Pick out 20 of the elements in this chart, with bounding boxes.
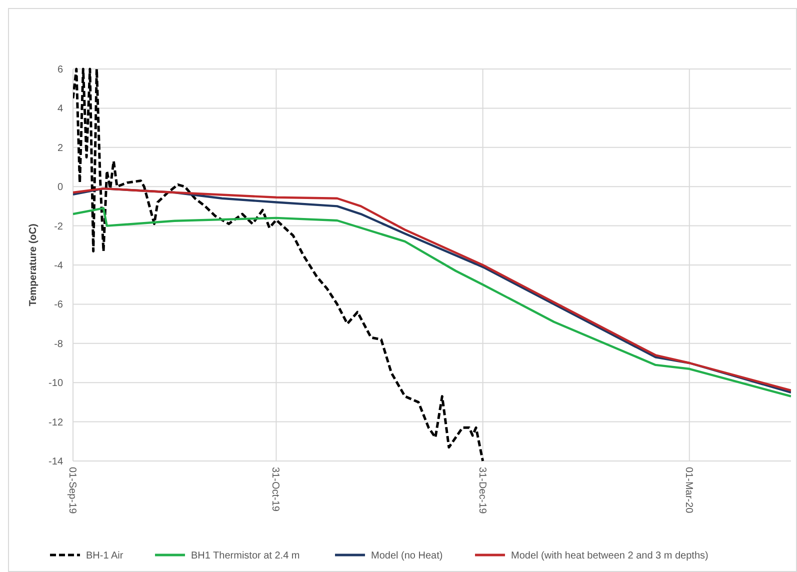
y-tick-label: -2 bbox=[54, 221, 64, 232]
x-tick-label: 31-Dec-19 bbox=[476, 467, 488, 514]
legend-label: Model (with heat between 2 and 3 m depths) bbox=[511, 550, 708, 562]
y-tick-label: 4 bbox=[57, 104, 64, 115]
x-tick-label: 31-Oct-19 bbox=[270, 467, 281, 512]
y-tick-label: 2 bbox=[57, 142, 64, 154]
legend-label: BH-1 Air bbox=[86, 550, 124, 562]
y-tick-label: -10 bbox=[48, 378, 64, 390]
x-tick-label: 01-Mar-20 bbox=[682, 467, 694, 514]
y-tick-label: 0 bbox=[57, 182, 64, 194]
y-axis-title: Temperature (oC) bbox=[28, 224, 39, 306]
y-tick-label: 6 bbox=[57, 64, 64, 76]
x-tick-label: 01-Sep-19 bbox=[66, 467, 78, 514]
legend-label: BH1 Thermistor at 2.4 m bbox=[191, 550, 300, 562]
y-tick-label: -8 bbox=[54, 338, 64, 350]
y-tick-label: -14 bbox=[48, 456, 64, 468]
legend-label: Model (no Heat) bbox=[371, 550, 443, 562]
y-tick-label: -12 bbox=[48, 417, 64, 428]
y-tick-label: -6 bbox=[54, 300, 64, 311]
y-tick-label: -4 bbox=[54, 260, 64, 272]
